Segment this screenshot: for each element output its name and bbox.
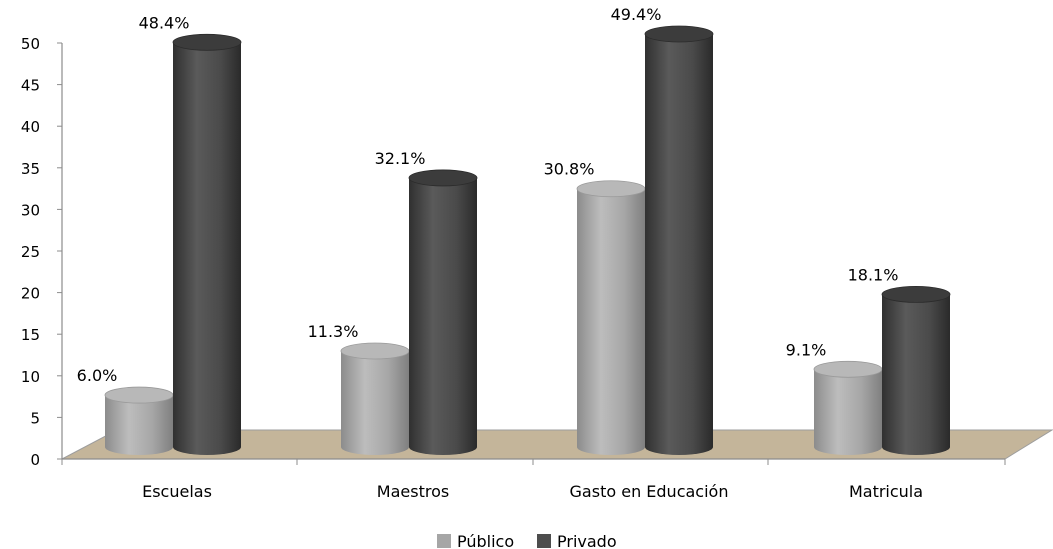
y-tick-label: 0 <box>30 451 40 469</box>
y-tick-label: 30 <box>21 201 40 219</box>
legend-label: Privado <box>557 532 617 549</box>
bar-top-público-1 <box>340 342 410 360</box>
bar-top-público-0 <box>104 386 174 404</box>
data-label: 18.1% <box>848 265 899 284</box>
legend-swatch-privado <box>537 534 551 548</box>
legend-label: Público <box>457 532 514 549</box>
x-tick-label: Matricula <box>849 482 923 501</box>
x-tick-label: Gasto en Educación <box>570 482 729 501</box>
legend-swatch-público <box>437 534 451 548</box>
x-tick-label: Escuelas <box>142 482 212 501</box>
data-label: 49.4% <box>611 5 662 24</box>
y-tick-label: 45 <box>21 77 40 95</box>
bar-top-público-3 <box>813 360 883 378</box>
bar-público-0 <box>105 395 173 455</box>
y-tick-label: 35 <box>21 160 40 178</box>
bar-top-privado-1 <box>408 169 478 187</box>
bar-top-privado-0 <box>172 33 242 51</box>
bar-privado-3 <box>882 294 950 455</box>
bar-privado-0 <box>173 42 241 455</box>
data-label: 32.1% <box>375 149 426 168</box>
data-label: 6.0% <box>77 366 118 385</box>
data-label: 48.4% <box>139 13 190 32</box>
y-tick-label: 50 <box>21 35 40 53</box>
bar-público-3 <box>814 369 882 455</box>
bar-público-2 <box>577 188 645 455</box>
y-tick-label: 5 <box>30 409 40 427</box>
bar-top-público-2 <box>576 180 646 198</box>
bar-privado-2 <box>645 33 713 455</box>
bar-top-privado-2 <box>644 25 714 43</box>
y-tick-label: 20 <box>21 285 40 303</box>
bar-público-1 <box>341 350 409 455</box>
data-label: 11.3% <box>308 322 359 341</box>
data-label: 30.8% <box>544 160 595 179</box>
x-tick-label: Maestros <box>377 482 449 501</box>
y-tick-label: 40 <box>21 118 40 136</box>
y-tick-label: 25 <box>21 243 40 261</box>
data-label: 9.1% <box>786 340 827 359</box>
bar-privado-1 <box>409 177 477 456</box>
y-tick-label: 15 <box>21 326 40 344</box>
y-tick-label: 10 <box>21 368 40 386</box>
bar-top-privado-3 <box>881 286 951 303</box>
